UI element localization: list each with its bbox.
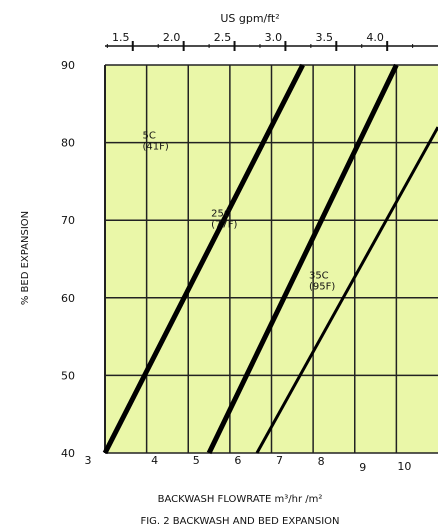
top-axis-label: US gpm/ft² (220, 12, 279, 25)
x-tick-label: 3 (85, 454, 92, 467)
series-lines (102, 63, 438, 455)
x-tick-label: 4 (151, 454, 158, 467)
top-axis: 1.5 2.0 2.5 3.0 3.5 4.0 (105, 31, 438, 51)
y-tick-label: 90 (61, 59, 75, 72)
y-tick-label: 70 (61, 214, 75, 227)
y-tick-label: 50 (61, 369, 75, 382)
y-axis: 40 50 60 70 80 90 (61, 59, 75, 460)
series-line (102, 63, 305, 455)
series-label-line: (41F) (142, 142, 168, 153)
series-label-line: (95F) (309, 281, 335, 292)
top-tick-label: 2.0 (163, 31, 181, 44)
x-tick-label: 7 (276, 454, 283, 467)
top-tick-label: 3.0 (265, 31, 283, 44)
series-label: 25C (77F) (211, 208, 237, 230)
y-tick-label: 80 (61, 137, 75, 150)
series-label-line: 35C (309, 270, 329, 281)
x-tick-label: 6 (234, 454, 241, 467)
series-line (255, 126, 438, 454)
top-tick-label: 1.5 (112, 31, 130, 44)
series-label: 35C (95F) (309, 270, 335, 292)
grid (104, 64, 438, 454)
x-tick-label: 8 (318, 455, 325, 468)
top-tick-label: 3.5 (316, 31, 334, 44)
y-tick-label: 60 (61, 292, 75, 305)
series-label-line: 5C (142, 131, 155, 142)
top-tick-label: 4.0 (366, 31, 384, 44)
x-tick-label: 5 (193, 454, 200, 467)
y-tick-label: 40 (61, 447, 75, 460)
x-axis-label: BACKWASH FLOWRATE m³/hr /m² (158, 494, 323, 505)
series-label-line: 25C (211, 208, 231, 219)
series-labels: 5C (41F) 25C (77F) 35C (95F) (142, 131, 335, 293)
series-label: 5C (41F) (142, 131, 168, 153)
x-axis: 3 4 5 6 7 8 9 10 (85, 454, 412, 474)
x-tick-label: 9 (359, 461, 366, 474)
top-tick-label: 2.5 (214, 31, 232, 44)
series-label-line: (77F) (211, 219, 237, 230)
y-axis-label: % BED EXPANSION (20, 211, 31, 305)
chart-title: FIG. 2 BACKWASH AND BED EXPANSION (140, 516, 339, 527)
x-tick-label: 10 (397, 460, 411, 473)
series-line (206, 63, 399, 455)
